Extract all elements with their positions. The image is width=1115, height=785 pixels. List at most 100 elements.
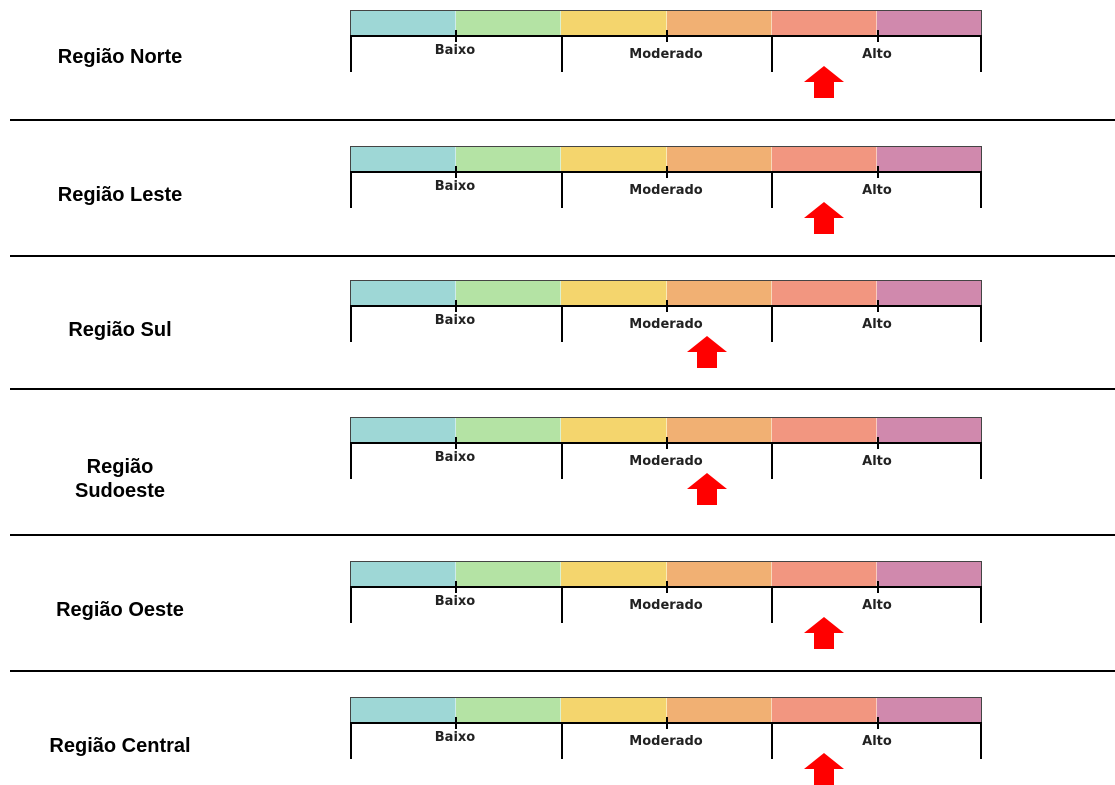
color-band [350, 10, 982, 36]
scale-label-moderate: Moderado [629, 47, 703, 62]
scale-tick-major [350, 722, 352, 759]
color-band-segment [876, 418, 982, 442]
scale-tick-major [771, 171, 773, 208]
scale-tick-major [980, 305, 982, 342]
color-band-segment [456, 698, 562, 722]
scale-label-moderate: Moderado [629, 454, 703, 469]
scale-tick-major [771, 442, 773, 479]
color-band [350, 280, 982, 306]
color-band-segment [561, 11, 667, 35]
scale-label-high: Alto [862, 598, 892, 613]
scale-tick-major [561, 35, 563, 72]
color-band-segment [666, 11, 772, 35]
scale-tick-minor [877, 30, 879, 42]
color-band [350, 146, 982, 172]
color-band-segment [456, 281, 562, 305]
color-band-segment [771, 281, 877, 305]
scale-tick-minor [455, 437, 457, 449]
scale-tick-minor [455, 717, 457, 729]
divider [10, 119, 1115, 121]
divider [10, 255, 1115, 257]
color-band-segment [771, 11, 877, 35]
region-label-central: Região Central [49, 735, 191, 757]
scale-tick-major [350, 442, 352, 479]
level-indicator-arrow-icon [687, 336, 727, 368]
scale-label-low: Baixo [434, 730, 476, 745]
divider [10, 670, 1115, 672]
scale-label-low: Baixo [434, 179, 476, 194]
scale-tick-major [980, 171, 982, 208]
scale-tick-major [980, 586, 982, 623]
scale-tick-minor [877, 300, 879, 312]
scale-label-high: Alto [862, 454, 892, 469]
risk-scale-sudoeste: Baixo Moderado Alto [350, 417, 982, 505]
color-band [350, 697, 982, 723]
color-band-segment [771, 562, 877, 586]
color-band-segment [456, 418, 562, 442]
risk-scale-norte: Baixo Moderado Alto [350, 10, 982, 98]
scale-label-low: Baixo [434, 43, 476, 58]
scale-tick-major [980, 442, 982, 479]
scale-tick-major [561, 442, 563, 479]
scale-label-high: Alto [862, 183, 892, 198]
scale-tick-major [350, 305, 352, 342]
color-band-segment [771, 698, 877, 722]
level-indicator-arrow-icon [804, 753, 844, 785]
region-label-sudoeste: Região Sudoeste [0, 455, 240, 503]
color-band-segment [771, 147, 877, 171]
scale-label-moderate: Moderado [629, 734, 703, 749]
level-indicator-arrow-icon [804, 202, 844, 234]
scale-tick-major [771, 722, 773, 759]
region-label-leste: Região Leste [57, 184, 183, 206]
scale-tick-major [561, 586, 563, 623]
color-band-segment [876, 11, 982, 35]
scale-tick-major [350, 35, 352, 72]
scale-label-moderate: Moderado [629, 598, 703, 613]
divider [10, 388, 1115, 390]
level-indicator-arrow-icon [804, 617, 844, 649]
color-band-segment [351, 562, 457, 586]
scale-label-moderate: Moderado [629, 317, 703, 332]
scale-label-moderate: Moderado [629, 183, 703, 198]
scale-tick-minor [666, 30, 668, 42]
scale-tick-minor [666, 300, 668, 312]
level-indicator-arrow-icon [687, 473, 727, 505]
scale-tick-minor [877, 166, 879, 178]
color-band-segment [561, 562, 667, 586]
color-band-segment [351, 281, 457, 305]
scale-tick-major [561, 722, 563, 759]
scale-tick-major [980, 722, 982, 759]
scale-label-high: Alto [862, 317, 892, 332]
scale-tick-minor [455, 166, 457, 178]
scale-label-low: Baixo [434, 450, 476, 465]
color-band-segment [351, 147, 457, 171]
color-band-segment [456, 562, 562, 586]
scale-tick-major [350, 171, 352, 208]
scale-tick-major [561, 305, 563, 342]
color-band-segment [351, 698, 457, 722]
level-indicator-arrow-icon [804, 66, 844, 98]
scale-tick-major [561, 171, 563, 208]
scale-tick-minor [666, 437, 668, 449]
region-name: Região Sudoeste [74, 456, 166, 502]
scale-tick-major [771, 35, 773, 72]
color-band-segment [876, 281, 982, 305]
scale-tick-major [771, 586, 773, 623]
risk-scale-leste: Baixo Moderado Alto [350, 146, 982, 234]
color-band-segment [876, 562, 982, 586]
scale-tick-minor [455, 30, 457, 42]
scale-label-high: Alto [862, 47, 892, 62]
color-band-segment [561, 281, 667, 305]
color-band-segment [561, 418, 667, 442]
scale-label-high: Alto [862, 734, 892, 749]
color-band-segment [876, 147, 982, 171]
divider [10, 534, 1115, 536]
region-label-norte: Região Norte [57, 46, 183, 68]
scale-tick-minor [666, 717, 668, 729]
color-band-segment [666, 698, 772, 722]
color-band-segment [561, 698, 667, 722]
color-band-segment [876, 698, 982, 722]
scale-tick-minor [666, 166, 668, 178]
color-band-segment [771, 418, 877, 442]
scale-tick-minor [877, 717, 879, 729]
